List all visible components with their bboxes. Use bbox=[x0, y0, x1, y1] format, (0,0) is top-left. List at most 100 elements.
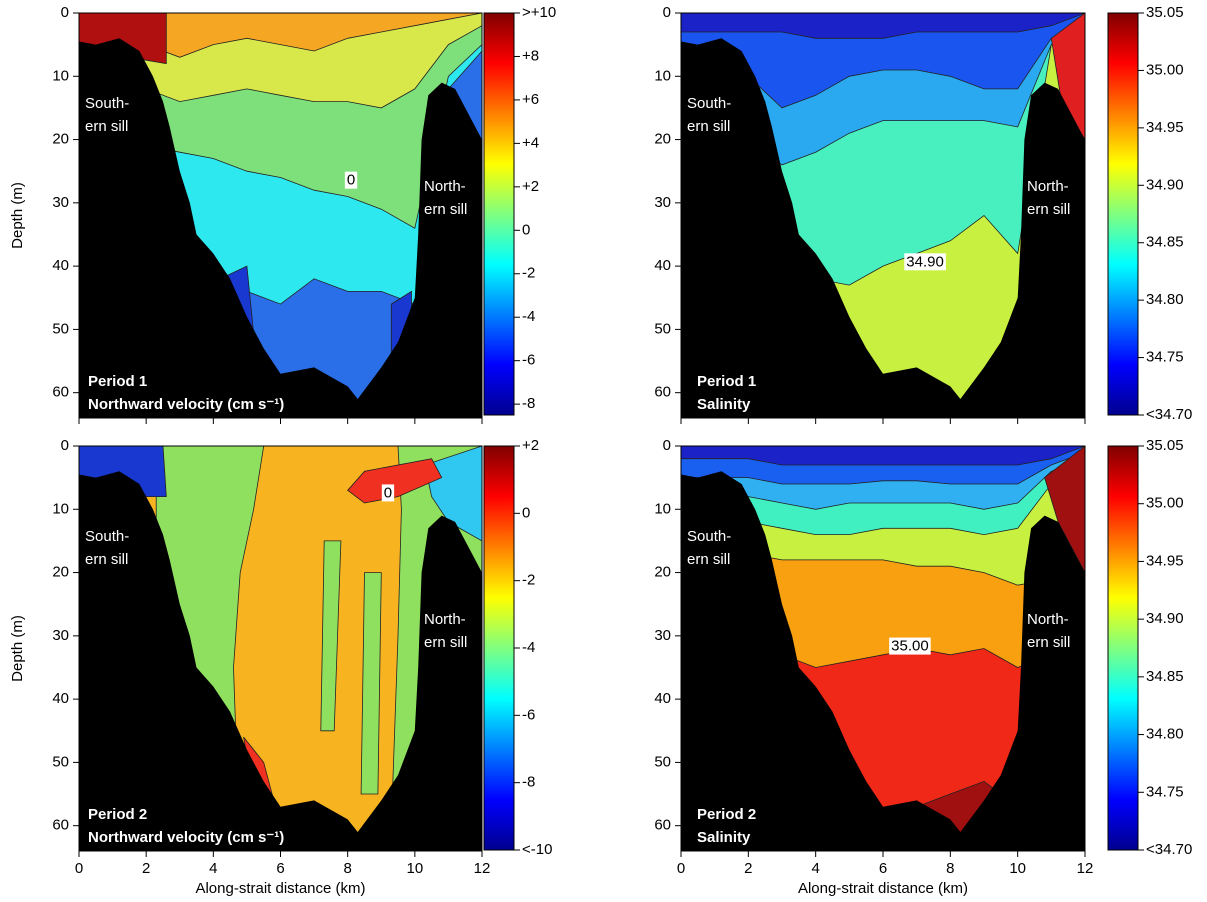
y-tick-label: 0 bbox=[663, 4, 671, 21]
colorbar bbox=[483, 12, 515, 416]
annotation: North- bbox=[424, 611, 466, 628]
colorbar-tick-label: +2 bbox=[522, 178, 539, 195]
panel-title: Period 1 bbox=[697, 373, 756, 390]
panel: 0 10 20 30 40 50 60 0 2 4 6 8 10 12 Depth (m) Along-str… bbox=[9, 437, 552, 897]
y-tick-label: 60 bbox=[52, 817, 69, 834]
contour-label: 0 bbox=[347, 172, 355, 189]
colorbar-tick-label: -8 bbox=[522, 774, 535, 791]
x-axis-label: Along-strait distance (km) bbox=[798, 880, 968, 897]
x-tick-label: 0 bbox=[677, 860, 685, 877]
contour-band bbox=[681, 13, 1085, 39]
annotation: ern sill bbox=[85, 118, 128, 135]
colorbar-tick-label: <34.70 bbox=[1146, 841, 1192, 858]
x-tick-label: 8 bbox=[343, 860, 351, 877]
colorbar-tick-label: <-10 bbox=[522, 841, 552, 858]
contour-band bbox=[320, 540, 342, 732]
annotation: ern sill bbox=[1027, 634, 1070, 651]
contour-band bbox=[360, 572, 382, 795]
colorbar-tick-label: 35.00 bbox=[1146, 61, 1184, 78]
x-tick-label: 6 bbox=[879, 860, 887, 877]
contour-band bbox=[1050, 13, 1085, 141]
colorbar-tick-label: 34.95 bbox=[1146, 119, 1184, 136]
y-tick-label: 0 bbox=[61, 4, 69, 21]
contour-label-bg bbox=[381, 484, 395, 502]
y-tick-label: 10 bbox=[52, 500, 69, 517]
y-tick-label: 20 bbox=[52, 564, 69, 581]
colorbar-tick-label: -2 bbox=[522, 572, 535, 589]
seafloor bbox=[681, 38, 1085, 418]
annotation: North- bbox=[1027, 178, 1069, 195]
colorbar-tick-label: +2 bbox=[522, 437, 539, 454]
contour-field bbox=[79, 446, 482, 851]
colorbar-tick-label: +4 bbox=[522, 134, 539, 151]
colorbar-tick-label: -4 bbox=[522, 639, 535, 656]
x-tick-label: 12 bbox=[1077, 860, 1094, 877]
colorbar-tick-label: -4 bbox=[522, 308, 535, 325]
seafloor bbox=[681, 471, 1085, 851]
y-tick-label: 40 bbox=[52, 690, 69, 707]
panel-subtitle: Northward velocity (cm s⁻¹) bbox=[88, 829, 284, 846]
contour-label-bg bbox=[344, 171, 358, 189]
y-tick-label: 30 bbox=[654, 194, 671, 211]
colorbar-tick-label: 35.00 bbox=[1146, 495, 1184, 512]
y-tick-label: 60 bbox=[654, 817, 671, 834]
x-tick-label: 0 bbox=[75, 860, 83, 877]
panel-subtitle: Salinity bbox=[697, 396, 751, 413]
contour-field bbox=[681, 13, 1085, 418]
contour-label: 35.00 bbox=[891, 638, 929, 655]
panel-title: Period 2 bbox=[88, 806, 147, 823]
colorbar-tick-label: +8 bbox=[522, 47, 539, 64]
colorbar-tick-label: 34.95 bbox=[1146, 552, 1184, 569]
x-tick-label: 2 bbox=[142, 860, 150, 877]
x-tick-label: 4 bbox=[811, 860, 819, 877]
x-tick-label: 12 bbox=[474, 860, 491, 877]
panel: 0 10 20 30 40 50 60 0 2 4 6 8 10 12 Along-strait dista… bbox=[654, 437, 1192, 897]
colorbar-tick-label: 34.75 bbox=[1146, 349, 1184, 366]
colorbar-tick-label: <34.70 bbox=[1146, 406, 1192, 423]
colorbar-tick-label: >+10 bbox=[522, 4, 556, 21]
annotation: North- bbox=[424, 178, 466, 195]
contour-label: 34.90 bbox=[906, 253, 944, 270]
y-axis-label: Depth (m) bbox=[9, 615, 26, 682]
y-tick-label: 40 bbox=[654, 257, 671, 274]
contour-band bbox=[1044, 446, 1085, 573]
y-tick-label: 40 bbox=[52, 257, 69, 274]
contour-label: 0 bbox=[384, 484, 392, 501]
y-axis-label: Depth (m) bbox=[9, 182, 26, 249]
x-tick-label: 4 bbox=[209, 860, 217, 877]
panel: 0 10 20 30 40 50 60 South-ern sill North-ern sil… bbox=[654, 4, 1192, 424]
annotation: South- bbox=[687, 95, 731, 112]
y-tick-label: 20 bbox=[52, 131, 69, 148]
y-tick-label: 40 bbox=[654, 690, 671, 707]
y-tick-label: 20 bbox=[654, 131, 671, 148]
x-tick-label: 10 bbox=[406, 860, 423, 877]
colorbar-tick-label: -6 bbox=[522, 352, 535, 369]
y-tick-label: 20 bbox=[654, 564, 671, 581]
annotation: ern sill bbox=[1027, 201, 1070, 218]
colorbar-tick-label: 34.85 bbox=[1146, 668, 1184, 685]
annotation: ern sill bbox=[687, 118, 730, 135]
annotation: ern sill bbox=[687, 551, 730, 568]
annotation: South- bbox=[85, 528, 129, 545]
y-tick-label: 10 bbox=[654, 500, 671, 517]
colorbar-tick-label: -6 bbox=[522, 706, 535, 723]
colorbar-tick-label: 34.80 bbox=[1146, 726, 1184, 743]
annotation: North- bbox=[1027, 611, 1069, 628]
y-tick-label: 50 bbox=[654, 753, 671, 770]
contour-field bbox=[681, 446, 1085, 851]
contour-label-bg bbox=[904, 253, 946, 271]
colorbar bbox=[1107, 445, 1139, 851]
colorbar-tick-label: 34.90 bbox=[1146, 176, 1184, 193]
contour-band bbox=[347, 458, 443, 504]
annotation: South- bbox=[687, 528, 731, 545]
y-tick-label: 30 bbox=[52, 194, 69, 211]
colorbar-tick-label: 34.85 bbox=[1146, 234, 1184, 251]
x-axis-label: Along-strait distance (km) bbox=[195, 880, 365, 897]
y-tick-label: 0 bbox=[663, 437, 671, 454]
annotation: ern sill bbox=[85, 551, 128, 568]
y-tick-label: 30 bbox=[654, 627, 671, 644]
panel-title: Period 2 bbox=[697, 806, 756, 823]
annotation: ern sill bbox=[424, 634, 467, 651]
y-tick-label: 60 bbox=[654, 384, 671, 401]
colorbar-tick-label: 34.90 bbox=[1146, 610, 1184, 627]
